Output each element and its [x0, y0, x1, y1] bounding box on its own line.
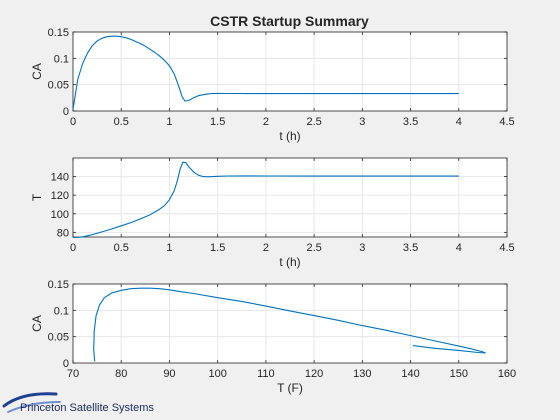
x-axis-label: t (h) — [279, 129, 300, 143]
x-tick-label: 0 — [70, 242, 76, 254]
series-line — [72, 161, 459, 239]
y-tick-label: 0 — [63, 106, 69, 118]
x-tick-label: 70 — [67, 368, 79, 380]
company-logo: Princeton Satellite Systems — [2, 392, 154, 414]
series-line — [72, 35, 459, 110]
x-tick-label: 3.5 — [403, 242, 418, 254]
x-tick-label: 2.5 — [306, 116, 321, 128]
x-tick-label: 3 — [359, 116, 365, 128]
y-tick-label: 0 — [63, 358, 69, 370]
x-tick-label: 4 — [456, 242, 462, 254]
series-line — [93, 287, 486, 362]
plot-area — [73, 158, 507, 237]
x-axis-label: t (h) — [279, 255, 300, 269]
axes-1: 0 0.5 1 1.5 2 2.5 3 3.5 4 4.5 0 0.05 0.1 0.15 t (h) CA — [30, 27, 515, 143]
x-tick-label: 100 — [208, 368, 226, 380]
axes-frame — [72, 31, 508, 112]
x-tick-label: 140 — [401, 368, 419, 380]
x-tick-label: 2.5 — [306, 242, 321, 254]
x-tick-label: 0 — [70, 116, 76, 128]
y-axis-label: CA — [30, 63, 44, 80]
x-axis-label: T (F) — [277, 381, 303, 395]
plot-area — [73, 284, 507, 363]
y-tick-label: 0.05 — [48, 332, 69, 344]
x-tick-label: 1.5 — [210, 242, 225, 254]
x-tick-label: 4.5 — [499, 116, 514, 128]
x-tick-label: 160 — [498, 368, 516, 380]
x-tick-label: 4 — [456, 116, 462, 128]
plot-area — [73, 32, 507, 111]
plots: 0 0.5 1 1.5 2 2.5 3 3.5 4 4.500.050.10.15t (h)CA0… — [30, 27, 516, 395]
x-tick-label: 80 — [115, 368, 127, 380]
y-tick-label: 80 — [57, 227, 69, 239]
y-tick-label: 0.1 — [54, 305, 69, 317]
x-tick-label: 90 — [163, 368, 175, 380]
y-tick-label: 0.15 — [48, 27, 69, 39]
y-tick-label: 0.1 — [54, 53, 69, 65]
x-tick-label: 1.5 — [210, 116, 225, 128]
x-tick-label: 3 — [359, 242, 365, 254]
logo-text: Princeton Satellite Systems — [20, 402, 154, 414]
y-axis-label: CA — [30, 315, 44, 332]
y-tick-label: 140 — [51, 172, 69, 184]
logo-swoosh-icon — [2, 392, 61, 413]
axes-frame — [72, 157, 508, 238]
x-tick-label: 120 — [305, 368, 323, 380]
y-axis-label: T — [30, 193, 44, 201]
axes-2: 0 0.5 1 1.5 2 2.5 3 3.5 4 4.5 80 100 120 140 t (h) T — [30, 157, 515, 269]
axes-frame — [72, 283, 508, 364]
figure-title: CSTR Startup Summary — [210, 13, 369, 29]
x-tick-label: 110 — [257, 368, 275, 380]
x-tick-label: 2 — [263, 116, 269, 128]
x-tick-label: 150 — [450, 368, 468, 380]
x-tick-label: 130 — [353, 368, 371, 380]
x-tick-label: 1 — [166, 116, 172, 128]
y-tick-label: 0.05 — [48, 80, 69, 92]
x-tick-label: 0.5 — [114, 116, 129, 128]
x-tick-label: 0.5 — [114, 242, 129, 254]
y-tick-label: 0.15 — [48, 279, 69, 291]
x-tick-label: 1 — [166, 242, 172, 254]
y-tick-label: 120 — [51, 190, 69, 202]
axes-3: 70 80 90 100 110 120 130 140 150 160 0 0.05 0.1 0.15 T… — [30, 279, 516, 395]
x-tick-label: 3.5 — [403, 116, 418, 128]
x-tick-label: 2 — [263, 242, 269, 254]
x-tick-label: 4.5 — [499, 242, 514, 254]
y-tick-label: 100 — [51, 209, 69, 221]
